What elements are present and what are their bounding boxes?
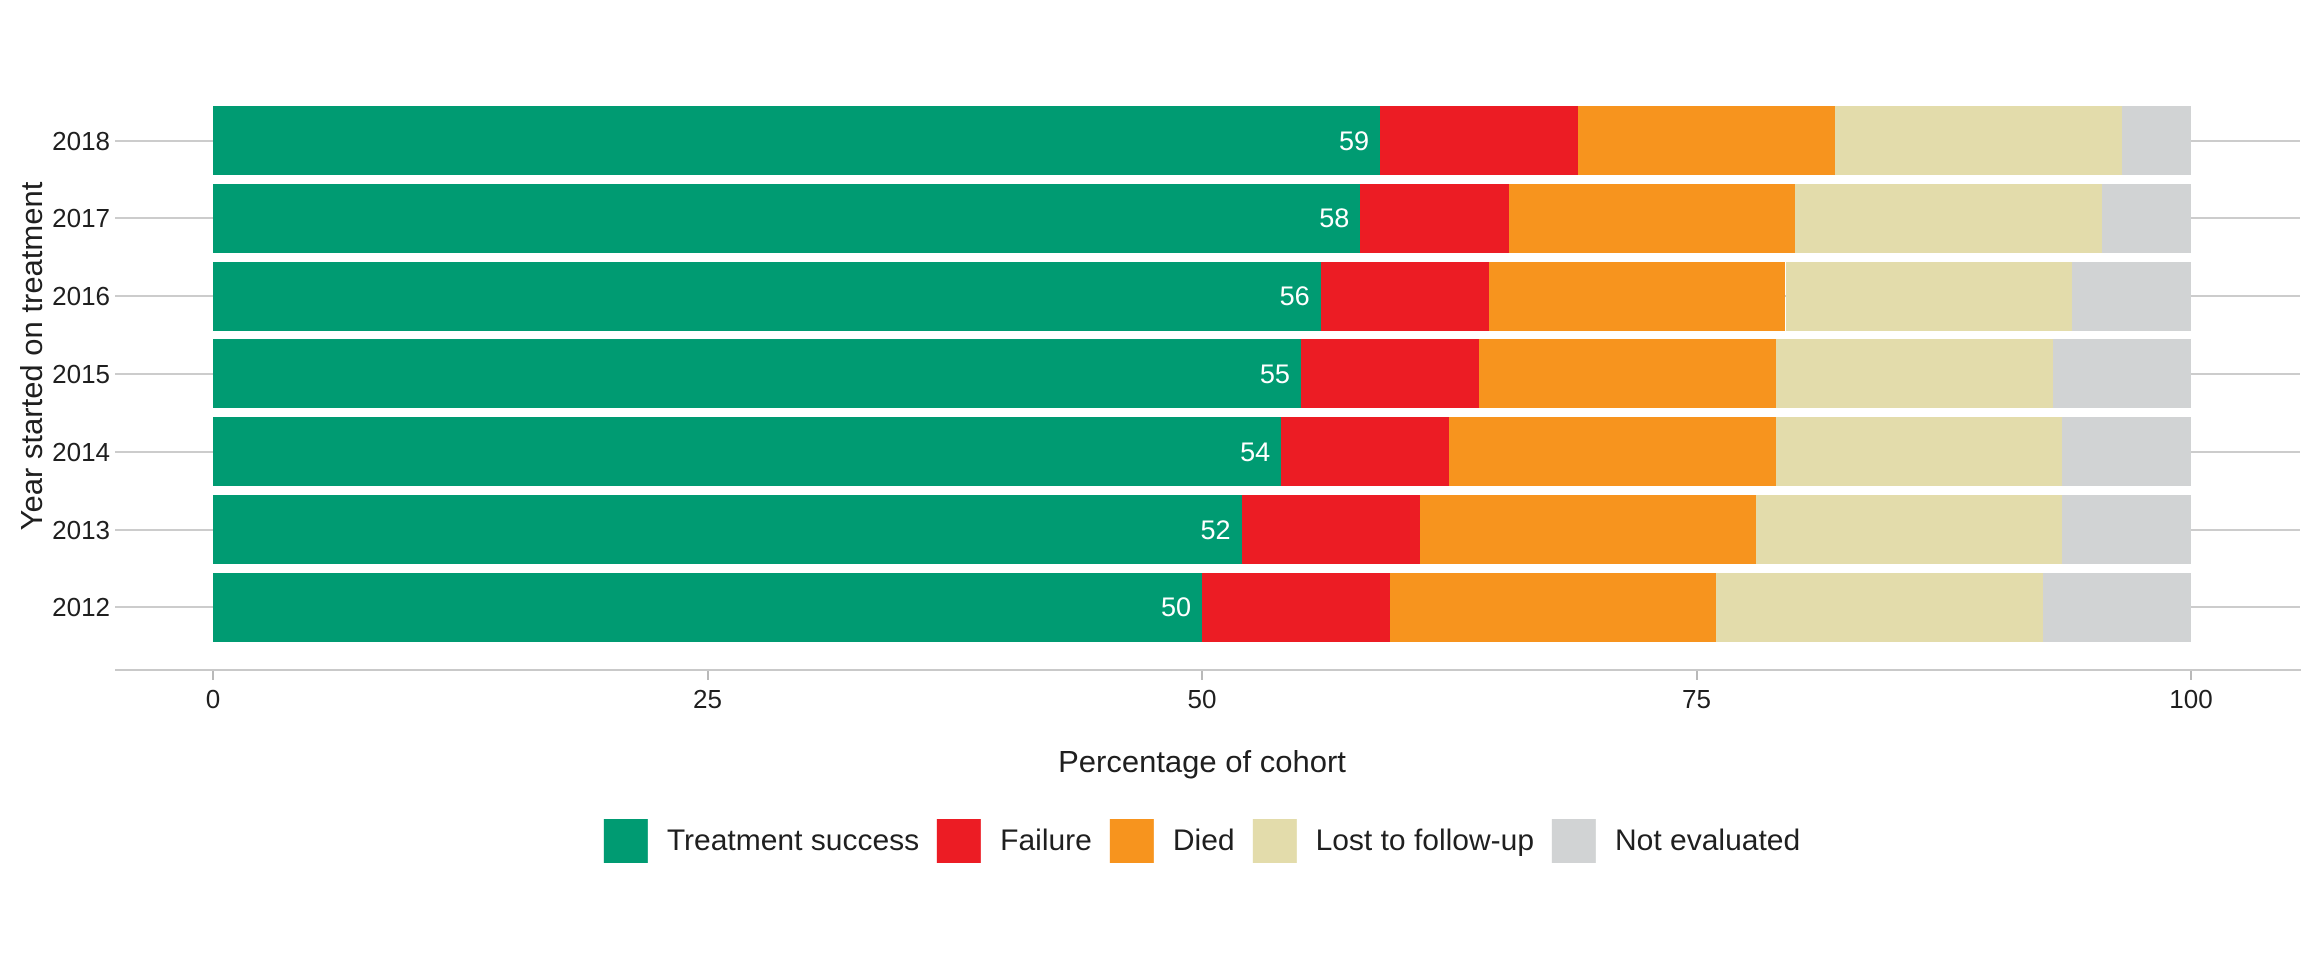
legend-item-treatment-success: Treatment success <box>603 819 920 863</box>
legend-label-treatment-success: Treatment success <box>666 824 920 857</box>
legend-swatch-not-evaluated <box>1552 819 1597 863</box>
x-tick-label-0: 0 <box>205 684 221 714</box>
legend-item-lost-to-follow-up: Lost to follow-up <box>1252 819 1535 863</box>
bar-segment-not-evaluated-2014 <box>2062 417 2191 487</box>
bar-segment-failure-2014 <box>1281 417 1450 487</box>
y-tick-label-2015: 2015 <box>52 358 110 389</box>
x-axis-tick-25 <box>706 671 709 680</box>
bar-segment-died-2016 <box>1488 261 1786 331</box>
x-axis-tick-100 <box>2190 671 2192 680</box>
bar-segment-treatment-success-2012 <box>213 572 1202 642</box>
bar-segment-died-2015 <box>1478 339 1776 409</box>
legend-swatch-treatment-success <box>603 819 648 863</box>
legend-label-not-evaluated: Not evaluated <box>1615 824 1801 857</box>
y-tick-label-2016: 2016 <box>52 281 110 312</box>
legend-label-died: Died <box>1172 824 1235 857</box>
bar-value-label-2014: 54 <box>1240 436 1271 467</box>
bar-segment-lost-to-follow-up-2016 <box>1785 261 2073 331</box>
bar-segment-treatment-success-2018 <box>213 106 1381 175</box>
y-tick-label-2014: 2014 <box>52 436 110 467</box>
bar-value-label-2018: 59 <box>1338 125 1370 156</box>
x-axis-tick-0 <box>212 671 214 680</box>
bar-segment-died-2013 <box>1419 495 1756 564</box>
legend: Treatment success Failure Died Lost to foll… <box>603 819 1800 863</box>
x-tick-label-100: 100 <box>2169 684 2213 714</box>
bar-segment-not-evaluated-2015 <box>2052 339 2191 409</box>
bar-segment-lost-to-follow-up-2015 <box>1775 339 2053 409</box>
x-tick-label-50: 50 <box>1187 684 1217 714</box>
legend-item-not-evaluated: Not evaluated <box>1552 819 1800 863</box>
bar-value-label-2012: 50 <box>1160 592 1191 623</box>
legend-label-failure: Failure <box>1000 824 1092 857</box>
bar-segment-not-evaluated-2016 <box>2072 261 2191 331</box>
bar-segment-not-evaluated-2013 <box>2062 495 2191 564</box>
bar-row-2013 <box>213 495 2191 564</box>
bar-row-2017 <box>213 183 2191 253</box>
x-tick-label-75: 75 <box>1682 684 1711 714</box>
bar-segment-failure-2012 <box>1202 572 1390 642</box>
legend-swatch-died <box>1109 819 1154 863</box>
y-tick-label-2012: 2012 <box>52 592 110 623</box>
bar-segment-treatment-success-2015 <box>213 339 1301 409</box>
y-tick-label-2018: 2018 <box>52 125 110 156</box>
legend-label-lost-to-follow-up: Lost to follow-up <box>1315 824 1535 857</box>
bar-segment-lost-to-follow-up-2018 <box>1834 106 2122 175</box>
bar-segment-lost-to-follow-up-2017 <box>1795 183 2102 253</box>
bar-segment-treatment-success-2016 <box>213 261 1321 331</box>
bar-segment-not-evaluated-2017 <box>2101 183 2191 253</box>
legend-item-died: Died <box>1109 819 1235 863</box>
bar-row-2015 <box>213 339 2191 409</box>
bar-segment-lost-to-follow-up-2014 <box>1775 417 2063 487</box>
bar-segment-died-2014 <box>1449 417 1776 487</box>
bar-segment-not-evaluated-2012 <box>2042 572 2191 642</box>
bar-row-2014 <box>213 417 2191 487</box>
bar-segment-died-2018 <box>1577 106 1835 175</box>
x-axis-line <box>115 669 2301 671</box>
bar-segment-failure-2017 <box>1360 183 1509 253</box>
bar-segment-failure-2016 <box>1320 261 1489 331</box>
bar-segment-treatment-success-2014 <box>213 417 1282 487</box>
bar-segment-failure-2013 <box>1241 495 1420 564</box>
legend-item-failure: Failure <box>937 819 1092 863</box>
bar-segment-failure-2018 <box>1380 106 1578 175</box>
x-tick-label-25: 25 <box>693 684 722 714</box>
bar-value-label-2017: 58 <box>1319 203 1350 234</box>
bar-segment-died-2017 <box>1508 183 1796 253</box>
y-axis-title: Year started on treatment <box>14 181 49 531</box>
y-tick-label-2013: 2013 <box>52 514 110 545</box>
bar-value-label-2016: 56 <box>1279 281 1310 312</box>
legend-swatch-lost-to-follow-up <box>1252 819 1297 863</box>
x-axis-title: Percentage of cohort <box>1058 744 1346 779</box>
bar-row-2018 <box>213 106 2191 175</box>
x-axis-tick-50 <box>1201 671 1203 680</box>
bar-segment-not-evaluated-2018 <box>2121 106 2191 175</box>
bar-segment-failure-2015 <box>1300 339 1479 409</box>
legend-swatch-failure <box>937 819 982 863</box>
bar-row-2016 <box>213 261 2191 331</box>
x-axis-tick-75 <box>1695 671 1698 680</box>
y-tick-label-2017: 2017 <box>52 203 110 234</box>
bar-segment-lost-to-follow-up-2013 <box>1755 495 2063 564</box>
bar-segment-treatment-success-2013 <box>213 495 1242 564</box>
bar-value-label-2013: 52 <box>1200 514 1231 545</box>
bar-row-2012 <box>213 572 2191 642</box>
bar-segment-treatment-success-2017 <box>213 183 1361 253</box>
bar-segment-died-2012 <box>1389 572 1717 642</box>
bar-value-label-2015: 55 <box>1259 358 1290 389</box>
bar-segment-lost-to-follow-up-2012 <box>1716 572 2043 642</box>
